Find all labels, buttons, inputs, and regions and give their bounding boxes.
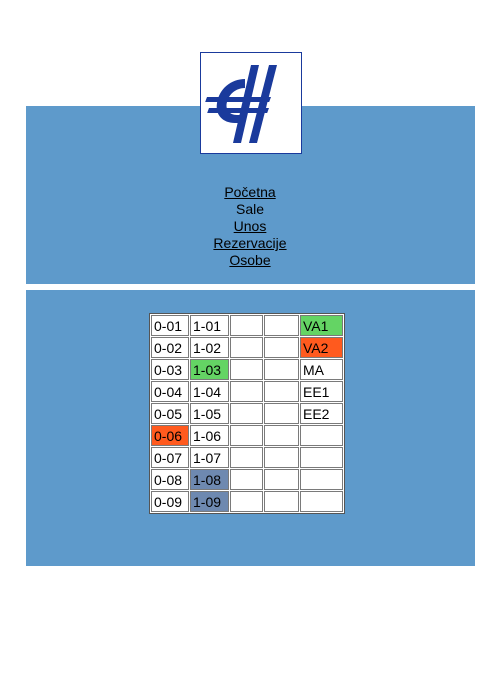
room-row: 0-07 1-07 xyxy=(151,447,343,468)
room-row: 0-06 1-06 xyxy=(151,425,343,446)
nav-link-rezervacije[interactable]: Rezervacije xyxy=(213,235,287,251)
room-cell-1-01[interactable]: 1-01 xyxy=(190,315,229,336)
nav-link-pocetna[interactable]: Početna xyxy=(224,184,276,200)
room-cell-empty xyxy=(300,469,343,490)
room-cell-empty xyxy=(264,359,299,380)
room-cell-0-01[interactable]: 0-01 xyxy=(151,315,189,336)
nav-item-sale: Sale xyxy=(235,201,265,217)
room-cell-empty xyxy=(264,403,299,424)
room-cell-empty xyxy=(230,403,263,424)
room-row: 0-05 1-05 EE2 xyxy=(151,403,343,424)
room-cell-1-02[interactable]: 1-02 xyxy=(190,337,229,358)
room-cell-empty xyxy=(300,447,343,468)
room-cell-empty xyxy=(230,359,263,380)
room-cell-empty xyxy=(230,425,263,446)
room-cell-empty xyxy=(230,315,263,336)
room-cell-empty xyxy=(230,381,263,402)
room-cell-empty xyxy=(300,425,343,446)
room-row: 0-04 1-04 EE1 xyxy=(151,381,343,402)
room-cell-empty xyxy=(300,491,343,512)
main-nav: Početna Sale Unos Rezervacije Osobe xyxy=(0,184,500,269)
room-cell-1-04[interactable]: 1-04 xyxy=(190,381,229,402)
room-cell-empty xyxy=(230,337,263,358)
room-cell-empty xyxy=(264,381,299,402)
room-cell-1-03[interactable]: 1-03 xyxy=(190,359,229,380)
room-cell-1-05[interactable]: 1-05 xyxy=(190,403,229,424)
room-cell-va2[interactable]: VA2 xyxy=(300,337,343,358)
room-cell-empty xyxy=(264,469,299,490)
etf-logo-icon xyxy=(200,52,302,154)
nav-link-unos[interactable]: Unos xyxy=(233,218,267,234)
logo-graphic xyxy=(205,65,277,143)
room-cell-0-02[interactable]: 0-02 xyxy=(151,337,189,358)
room-cell-va1[interactable]: VA1 xyxy=(300,315,343,336)
room-cell-ee1[interactable]: EE1 xyxy=(300,381,343,402)
room-cell-empty xyxy=(230,447,263,468)
room-cell-empty xyxy=(264,425,299,446)
room-cell-empty xyxy=(230,469,263,490)
room-cell-0-07[interactable]: 0-07 xyxy=(151,447,189,468)
room-cell-empty xyxy=(230,491,263,512)
room-cell-0-04[interactable]: 0-04 xyxy=(151,381,189,402)
room-cell-0-08[interactable]: 0-08 xyxy=(151,469,189,490)
room-grid: 0-01 1-01 VA1 0-02 1-02 VA2 0-03 1-03 MA 0-04 1-04… xyxy=(149,313,345,514)
room-cell-empty xyxy=(264,337,299,358)
room-cell-ee2[interactable]: EE2 xyxy=(300,403,343,424)
room-cell-1-09[interactable]: 1-09 xyxy=(190,491,229,512)
room-cell-1-08[interactable]: 1-08 xyxy=(190,469,229,490)
room-cell-empty xyxy=(264,491,299,512)
room-row: 0-09 1-09 xyxy=(151,491,343,512)
nav-link-osobe[interactable]: Osobe xyxy=(229,252,271,268)
room-row: 0-02 1-02 VA2 xyxy=(151,337,343,358)
room-cell-ma[interactable]: MA xyxy=(300,359,343,380)
room-row: 0-01 1-01 VA1 xyxy=(151,315,343,336)
room-row: 0-03 1-03 MA xyxy=(151,359,343,380)
room-cell-0-03[interactable]: 0-03 xyxy=(151,359,189,380)
room-cell-0-09[interactable]: 0-09 xyxy=(151,491,189,512)
room-cell-empty xyxy=(264,447,299,468)
room-cell-0-06[interactable]: 0-06 xyxy=(151,425,189,446)
room-cell-empty xyxy=(264,315,299,336)
room-cell-1-06[interactable]: 1-06 xyxy=(190,425,229,446)
room-cell-1-07[interactable]: 1-07 xyxy=(190,447,229,468)
room-row: 0-08 1-08 xyxy=(151,469,343,490)
room-cell-0-05[interactable]: 0-05 xyxy=(151,403,189,424)
